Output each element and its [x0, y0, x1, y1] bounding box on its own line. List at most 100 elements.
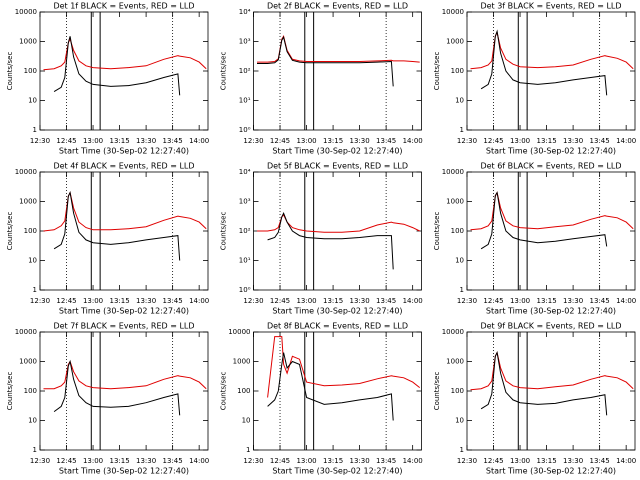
chart-title: Det 7f BLACK = Events, RED = LLD — [53, 322, 194, 331]
y-tick-label: 1000 — [19, 358, 37, 366]
x-tick-label: 12:45 — [56, 457, 76, 465]
y-tick-label: 10000 — [442, 328, 464, 336]
x-tick-label: 12:30 — [457, 137, 477, 145]
x-tick-label: 12:30 — [243, 297, 263, 305]
series-line — [53, 359, 181, 416]
series-line — [267, 352, 394, 421]
series-line — [43, 360, 207, 390]
y-tick-label: 10000 — [228, 328, 250, 336]
x-tick-label: 13:30 — [136, 137, 156, 145]
series-line — [480, 29, 608, 96]
x-tick-label: 13:15 — [536, 457, 556, 465]
x-tick-label: 13:00 — [296, 297, 316, 305]
y-tick-label: 10⁰ — [239, 286, 251, 294]
y-tick-label: 10² — [239, 227, 251, 235]
panel: Det 3f BLACK = Events, RED = LLD Start Ti… — [433, 2, 636, 156]
y-tick-label: 10 — [455, 257, 464, 265]
x-axis-label: Start Time (30-Sep-02 12:27:40) — [272, 467, 402, 476]
x-tick-label: 12:30 — [457, 297, 477, 305]
y-axis-label: Counts/sec — [220, 212, 228, 251]
x-tick-label: 13:15 — [323, 297, 343, 305]
y-axis-label: Counts/sec — [220, 52, 228, 91]
y-tick-label: 1 — [33, 446, 37, 454]
series-line — [470, 351, 634, 391]
y-tick-label: 10000 — [15, 168, 37, 176]
x-tick-label: 14:00 — [189, 137, 209, 145]
x-tick-label: 13:00 — [510, 297, 530, 305]
series-line — [43, 191, 207, 232]
y-tick-label: 10² — [239, 67, 251, 75]
x-tick-label: 13:00 — [296, 137, 316, 145]
x-tick-label: 12:30 — [243, 137, 263, 145]
panel: Det 8f BLACK = Events, RED = LLD Start Ti… — [220, 322, 423, 476]
y-tick-label: 10⁰ — [239, 126, 251, 134]
x-tick-label: 13:15 — [109, 457, 129, 465]
x-axis-label: Start Time (30-Sep-02 12:27:40) — [486, 467, 616, 476]
y-axis-label: Counts/sec — [433, 52, 441, 91]
x-tick-label: 13:30 — [563, 137, 583, 145]
x-axis-label: Start Time (30-Sep-02 12:27:40) — [272, 307, 402, 316]
y-axis-label: Counts/sec — [6, 52, 14, 91]
x-tick-label: 13:45 — [590, 137, 610, 145]
y-tick-label: 100 — [451, 387, 464, 395]
y-tick-label: 10 — [455, 97, 464, 105]
chart-title: Det 6f BLACK = Events, RED = LLD — [480, 162, 621, 171]
panel: Det 4f BLACK = Events, RED = LLD Start Ti… — [6, 162, 209, 316]
chart-title: Det 4f BLACK = Events, RED = LLD — [53, 162, 194, 171]
y-tick-label: 1000 — [19, 198, 37, 206]
y-tick-label: 10000 — [15, 8, 37, 16]
y-tick-label: 10¹ — [239, 257, 251, 265]
series-line — [53, 190, 181, 261]
x-tick-label: 12:45 — [270, 137, 290, 145]
x-tick-label: 12:45 — [270, 457, 290, 465]
x-tick-label: 13:30 — [563, 297, 583, 305]
y-tick-label: 1 — [460, 126, 464, 134]
y-tick-label: 100 — [451, 67, 464, 75]
x-tick-label: 13:45 — [376, 297, 396, 305]
x-axis-label: Start Time (30-Sep-02 12:27:40) — [59, 147, 189, 156]
x-tick-label: 13:00 — [83, 457, 103, 465]
x-tick-label: 13:45 — [163, 297, 183, 305]
y-tick-label: 1 — [460, 446, 464, 454]
y-tick-label: 1000 — [19, 38, 37, 46]
y-tick-label: 1000 — [233, 358, 251, 366]
plot-frame — [253, 11, 422, 131]
chart-title: Det 9f BLACK = Events, RED = LLD — [480, 322, 621, 331]
x-tick-label: 12:30 — [30, 137, 50, 145]
x-tick-label: 14:00 — [403, 457, 423, 465]
y-axis-label: Counts/sec — [433, 372, 441, 411]
x-tick-label: 13:45 — [590, 297, 610, 305]
x-axis-label: Start Time (30-Sep-02 12:27:40) — [486, 307, 616, 316]
panel: Det 5f BLACK = Events, RED = LLD Start Ti… — [220, 162, 423, 316]
x-tick-label: 13:30 — [136, 297, 156, 305]
y-tick-label: 10 — [242, 417, 251, 425]
x-tick-label: 13:45 — [376, 137, 396, 145]
series-line — [257, 214, 420, 233]
series-line — [257, 35, 394, 87]
x-tick-label: 12:45 — [483, 297, 503, 305]
x-tick-label: 13:15 — [109, 137, 129, 145]
x-tick-label: 13:45 — [163, 457, 183, 465]
x-tick-label: 13:30 — [350, 457, 370, 465]
x-tick-label: 14:00 — [616, 457, 636, 465]
x-tick-label: 12:30 — [30, 457, 50, 465]
y-tick-label: 10000 — [442, 8, 464, 16]
x-axis-label: Start Time (30-Sep-02 12:27:40) — [59, 467, 189, 476]
x-tick-label: 12:30 — [457, 457, 477, 465]
x-tick-label: 13:45 — [376, 457, 396, 465]
x-tick-label: 14:00 — [189, 297, 209, 305]
chart-title: Det 5f BLACK = Events, RED = LLD — [267, 162, 408, 171]
y-tick-label: 1000 — [446, 38, 464, 46]
x-axis-label: Start Time (30-Sep-02 12:27:40) — [486, 147, 616, 156]
y-tick-label: 10³ — [239, 38, 251, 46]
y-tick-label: 10000 — [15, 328, 37, 336]
chart-title: Det 1f BLACK = Events, RED = LLD — [53, 2, 194, 11]
series-line — [267, 211, 394, 270]
y-axis-label: Counts/sec — [433, 212, 441, 251]
x-tick-label: 13:45 — [590, 457, 610, 465]
x-tick-label: 12:45 — [56, 297, 76, 305]
x-tick-label: 13:15 — [323, 457, 343, 465]
x-tick-label: 12:30 — [30, 297, 50, 305]
x-tick-label: 13:30 — [563, 457, 583, 465]
